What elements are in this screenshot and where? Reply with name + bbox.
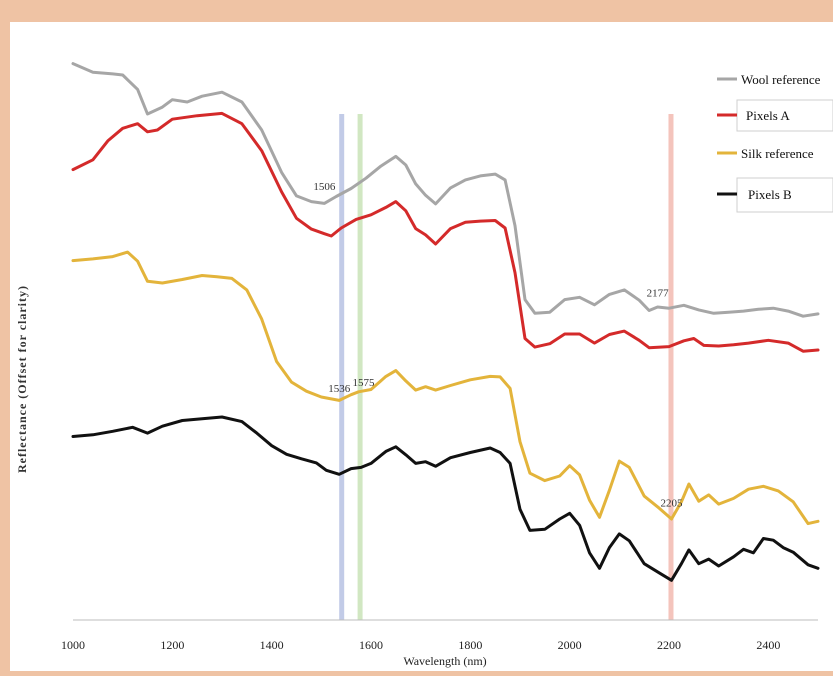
- legend: Wool reference Pixels A Silk reference P…: [717, 72, 833, 213]
- axes: 1000 1200 1400 1600 1800 2000 2200 2400 Wavelen…: [15, 285, 818, 668]
- legend-item-pixels-a: Pixels A: [717, 99, 833, 132]
- series-line-wool-reference: [71, 62, 820, 318]
- x-tick-label-1800: 1800: [458, 638, 482, 652]
- series-line-silk-reference: [71, 250, 820, 526]
- series-line-pixels-b: [71, 415, 820, 582]
- reference-lines: [339, 114, 674, 620]
- legend-label-pixels-a: Pixels A: [746, 108, 790, 123]
- series-lines: [71, 62, 820, 582]
- annotation-2177: 2177: [647, 288, 670, 300]
- x-tick-label-1400: 1400: [260, 638, 284, 652]
- legend-box-pixels-a: [736, 99, 833, 132]
- annotation-1536: 1536: [328, 383, 351, 395]
- x-tick-labels: 1000 1200 1400 1600 1800 2000 2200 2400: [61, 638, 780, 652]
- legend-box-pixels-b: [736, 177, 833, 213]
- legend-label-pixels-b: Pixels B: [748, 187, 792, 202]
- y-axis-title: Reflectance (Offset for clarity): [15, 285, 29, 473]
- legend-item-wool-reference: Wool reference: [717, 72, 821, 87]
- legend-item-silk-reference: Silk reference: [717, 146, 814, 161]
- legend-label-silk-reference: Silk reference: [741, 146, 814, 161]
- annotations: 1506 1536 1575 2177 2205: [313, 181, 683, 509]
- x-tick-label-2000: 2000: [558, 638, 582, 652]
- x-tick-label-1600: 1600: [359, 638, 383, 652]
- x-tick-label-2200: 2200: [657, 638, 681, 652]
- reflectance-chart: 1000 1200 1400 1600 1800 2000 2200 2400 Wavelen…: [15, 62, 833, 668]
- annotation-1575: 1575: [353, 377, 376, 389]
- x-axis-title: Wavelength (nm): [403, 654, 486, 668]
- annotation-1506: 1506: [313, 181, 336, 193]
- x-tick-label-2400: 2400: [756, 638, 780, 652]
- x-tick-label-1200: 1200: [160, 638, 184, 652]
- annotation-2205: 2205: [660, 497, 683, 509]
- series-line-pixels-a: [71, 111, 820, 353]
- legend-item-pixels-b: Pixels B: [717, 177, 833, 213]
- x-tick-label-1000: 1000: [61, 638, 85, 652]
- legend-label-wool-reference: Wool reference: [741, 72, 821, 87]
- chart-frame: 1000 1200 1400 1600 1800 2000 2200 2400 Wavelen…: [10, 22, 833, 671]
